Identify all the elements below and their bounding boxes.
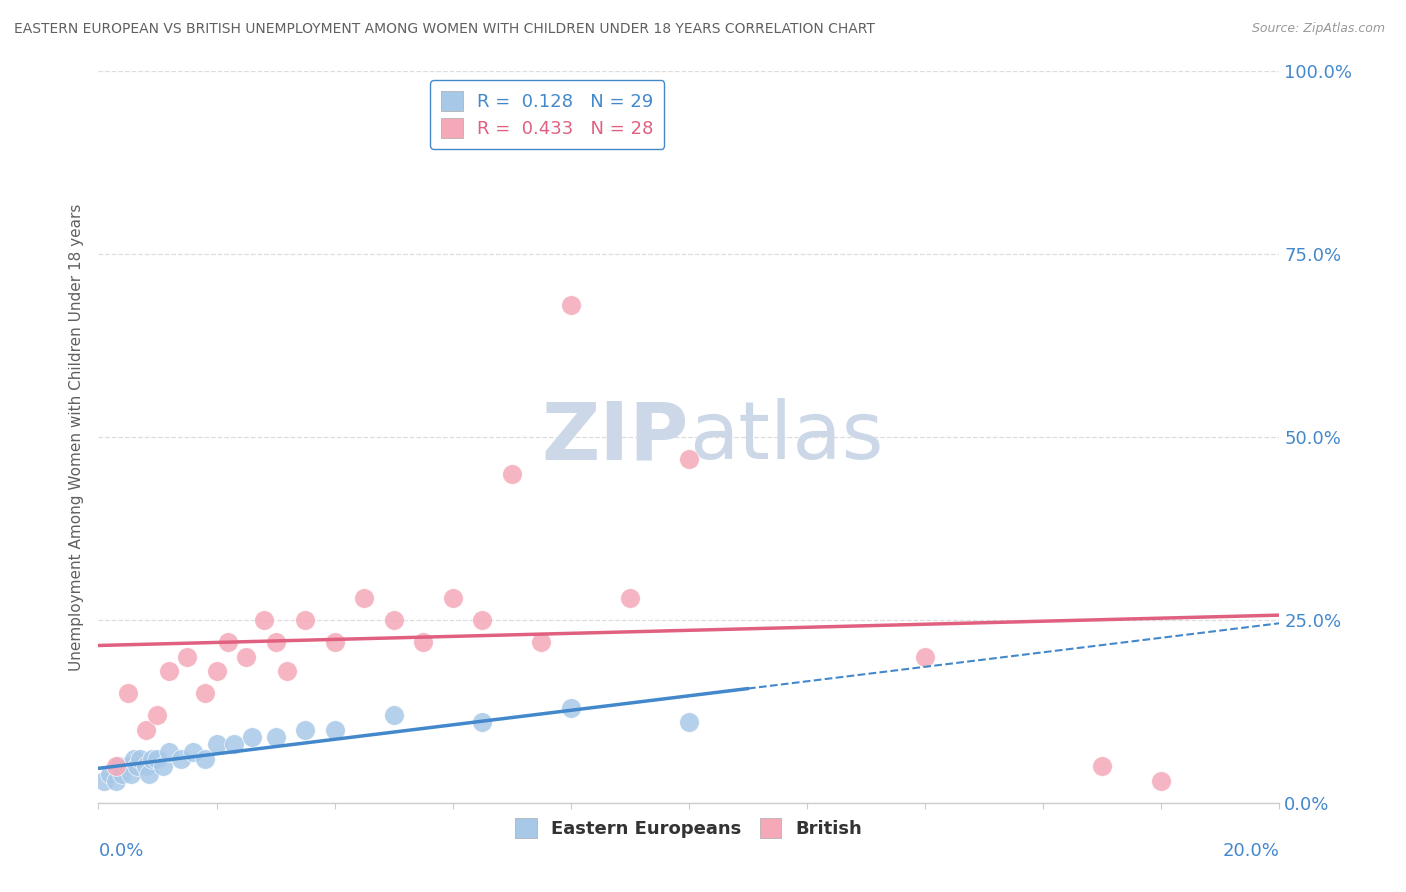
Point [98, 766, 121, 780]
Point [441, 591, 464, 605]
Point [294, 613, 316, 627]
Point [323, 723, 346, 737]
Point [560, 298, 582, 312]
Point [125, 759, 148, 773]
Point [135, 723, 157, 737]
Point [157, 745, 180, 759]
Point [152, 759, 174, 773]
Point [194, 752, 217, 766]
Point [146, 708, 169, 723]
Point [914, 649, 936, 664]
Point [276, 664, 298, 678]
Point [264, 730, 287, 744]
Point [501, 467, 523, 481]
Text: 20.0%: 20.0% [1223, 842, 1279, 860]
Point [122, 752, 145, 766]
Point [93, 773, 115, 788]
Point [224, 737, 246, 751]
Point [135, 759, 157, 773]
Point [235, 649, 257, 664]
Point [264, 635, 287, 649]
Point [138, 766, 160, 780]
Point [294, 723, 316, 737]
Point [471, 715, 494, 730]
Point [176, 649, 198, 664]
Legend: Eastern Europeans, British: Eastern Europeans, British [508, 811, 870, 845]
Text: Source: ZipAtlas.com: Source: ZipAtlas.com [1251, 22, 1385, 36]
Point [141, 752, 163, 766]
Point [240, 730, 263, 744]
Point [170, 752, 193, 766]
Point [157, 664, 180, 678]
Point [678, 452, 700, 467]
Point [108, 759, 131, 773]
Point [382, 708, 405, 723]
Point [560, 700, 582, 714]
Point [105, 773, 128, 788]
Point [323, 635, 346, 649]
Point [530, 635, 553, 649]
Point [619, 591, 641, 605]
Point [1091, 759, 1114, 773]
Point [217, 635, 239, 649]
Point [1150, 773, 1173, 788]
Point [205, 737, 228, 751]
Point [253, 613, 276, 627]
Point [205, 664, 228, 678]
Point [120, 766, 142, 780]
Point [678, 715, 700, 730]
Point [128, 752, 150, 766]
Text: atlas: atlas [689, 398, 883, 476]
Text: ZIP: ZIP [541, 398, 689, 476]
Point [111, 766, 134, 780]
Point [412, 635, 434, 649]
Point [117, 759, 139, 773]
Point [105, 759, 128, 773]
Point [382, 613, 405, 627]
Text: 0.0%: 0.0% [98, 842, 143, 860]
Point [146, 752, 169, 766]
Point [181, 745, 204, 759]
Point [471, 613, 494, 627]
Y-axis label: Unemployment Among Women with Children Under 18 years: Unemployment Among Women with Children U… [69, 203, 84, 671]
Point [353, 591, 375, 605]
Point [117, 686, 139, 700]
Text: EASTERN EUROPEAN VS BRITISH UNEMPLOYMENT AMONG WOMEN WITH CHILDREN UNDER 18 YEAR: EASTERN EUROPEAN VS BRITISH UNEMPLOYMENT… [14, 22, 875, 37]
Point [194, 686, 217, 700]
